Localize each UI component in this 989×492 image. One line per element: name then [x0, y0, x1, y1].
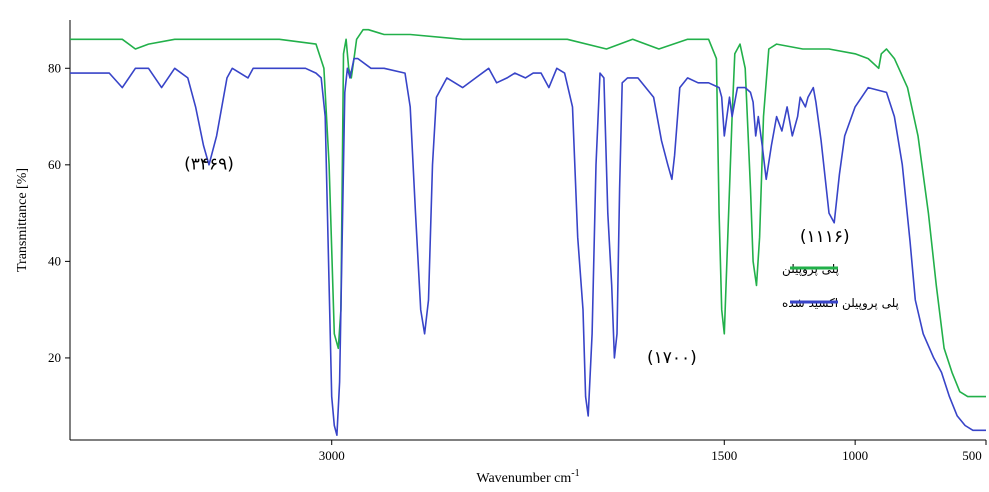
y-tick-label: 80 [48, 60, 61, 75]
x-tick-label: 500 [962, 448, 982, 463]
y-tick-label: 60 [48, 157, 61, 172]
legend: پلی پروپیلن پلی پروپیلن اکسید شده [782, 262, 899, 311]
y-axis-title: Transmittance [%] [15, 168, 30, 272]
series-line-oxidized-polypropylene [70, 57, 986, 436]
x-ticks: 3000 1500 1000 500 [319, 440, 987, 463]
series-layer [70, 28, 986, 436]
x-tick-label: 1000 [842, 448, 868, 463]
peak-annotation: (۱۱۱۶) [800, 227, 850, 247]
annotations: (۳۴۶۹) (۱۷۰۰) (۱۱۱۶) [184, 155, 850, 368]
plot-area: 3000 1500 1000 500 20 40 60 80 (۳۴۶۹) (۱۷۰۰) (۱۱… [48, 20, 987, 463]
series-line-polypropylene [70, 28, 986, 398]
x-axis-title: Wavenumber cm-1 [476, 468, 579, 486]
peak-annotation: (۳۴۶۹) [184, 155, 234, 175]
x-tick-label: 3000 [319, 448, 345, 463]
peak-annotation: (۱۷۰۰) [647, 348, 697, 368]
y-tick-label: 20 [48, 350, 61, 365]
x-tick-label: 1500 [711, 448, 737, 463]
y-ticks: 20 40 60 80 [48, 60, 70, 365]
y-tick-label: 40 [48, 253, 61, 268]
legend-label-oxidized-polypropylene: پلی پروپیلن اکسید شده [782, 296, 899, 311]
